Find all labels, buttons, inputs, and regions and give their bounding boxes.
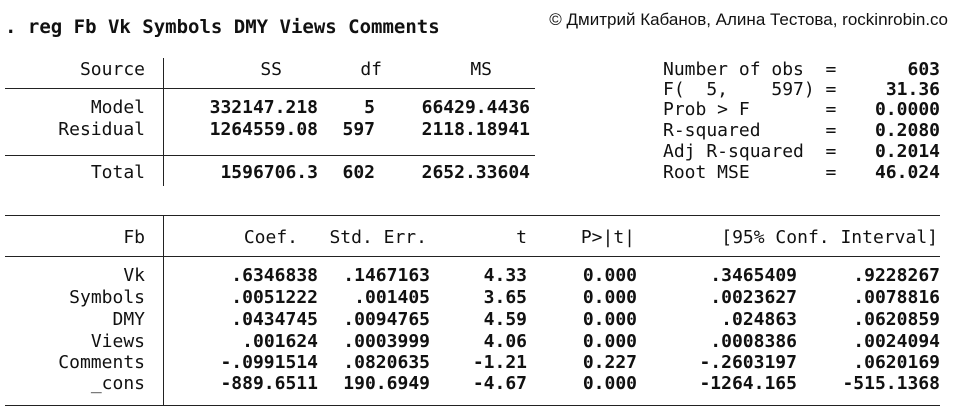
coef-value: .0003999 [343,331,430,352]
coef-value: -1.21 [472,352,527,373]
coef-value: .0820635 [343,352,430,373]
coef-value: .6346838 [231,265,318,286]
coef-header: Coef. [243,227,298,248]
coef-value: .0620859 [853,309,940,330]
stat-value: 46.024 [874,162,940,183]
variable-name: _cons [90,373,145,394]
coef-value: .0023627 [710,287,797,308]
coef-value: 4.59 [483,309,527,330]
stat-label: Prob > F = [663,99,837,120]
coef-value: .001624 [242,331,318,352]
coef-value: .001405 [354,287,430,308]
coef-value: .0620169 [853,352,940,373]
coef-header: Fb [123,227,145,248]
coef-value: 190.6949 [343,373,430,394]
coef-value: .0051222 [231,287,318,308]
variable-name: DMY [112,309,145,330]
variable-name: Views [90,331,145,352]
coef-value: -.2603197 [699,352,797,373]
anova-value: 5 [364,97,375,118]
stat-value: 0.2080 [874,120,940,141]
coef-value: -515.1368 [842,373,940,394]
stat-label: Number of obs = [663,59,837,80]
coef-value: 4.06 [483,331,527,352]
coef-value: 0.000 [582,373,637,394]
stat-label: Adj R-squared = [663,141,837,162]
rule [5,256,940,257]
anova-value: 1596706.3 [220,162,318,183]
anova-value: 597 [342,119,375,140]
anova-header: SS [260,59,282,80]
coef-value: -1264.165 [699,373,797,394]
coef-value: -889.6511 [220,373,318,394]
variable-name: Symbols [69,287,145,308]
stat-value: 603 [907,59,940,80]
coef-value: 0.000 [582,265,637,286]
stat-value: 0.2014 [874,141,940,162]
coef-value: 0.000 [582,309,637,330]
coef-header: [95% Conf. Interval] [721,227,938,248]
coef-value: .0434745 [231,309,318,330]
anova-header: Source [79,59,145,80]
coef-value: 0.000 [582,331,637,352]
coef-value: .3465409 [710,265,797,286]
coef-value: .024863 [721,309,797,330]
rule [5,155,535,156]
coef-value: 0.227 [582,352,637,373]
anova-value: 2118.18941 [421,119,530,140]
coef-header: t [516,227,527,248]
rule [5,405,940,406]
anova-label: Model [90,97,145,118]
anova-value: 66429.4436 [421,97,530,118]
anova-header: MS [470,59,492,80]
rule [163,58,164,186]
stat-label: Root MSE = [663,162,837,183]
coef-value: .0078816 [853,287,940,308]
coef-value: 3.65 [483,287,527,308]
coef-value: .9228267 [853,265,940,286]
anova-value: 602 [342,162,375,183]
anova-header: df [360,59,382,80]
coef-value: .0094765 [343,309,430,330]
coef-header: P>|t| [580,227,635,248]
anova-value: 2652.33604 [421,162,530,183]
stat-label: R-squared = [663,120,837,141]
coef-value: 4.33 [483,265,527,286]
coef-value: .0008386 [710,331,797,352]
anova-value: 332147.218 [209,97,318,118]
copyright: © Дмитрий Кабанов, Алина Тестова, rockin… [549,10,948,29]
anova-label: Total [90,162,145,183]
stat-label: F( 5, 597) = [663,79,837,100]
stat-value: 31.36 [885,79,940,100]
command: . reg Fb Vk Symbols DMY Views Comments [5,16,440,38]
coef-value: -.0991514 [220,352,318,373]
coef-value: -4.67 [472,373,527,394]
coef-value: .0024094 [853,331,940,352]
coef-header: Std. Err. [329,227,427,248]
rule [5,88,535,89]
coef-value: .1467163 [343,265,430,286]
rule [5,215,940,216]
coef-value: 0.000 [582,287,637,308]
stat-value: 0.0000 [874,99,940,120]
variable-name: Comments [58,352,145,373]
rule [163,215,164,405]
anova-value: 1264559.08 [209,119,318,140]
anova-label: Residual [58,119,145,140]
variable-name: Vk [123,265,145,286]
